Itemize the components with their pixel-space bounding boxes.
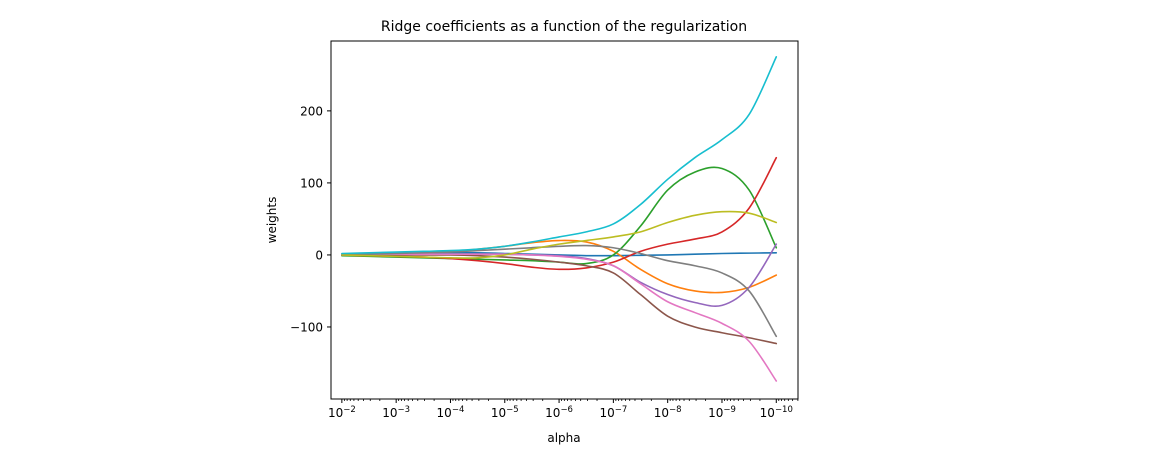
- x-tick-label: 10−8: [654, 405, 682, 420]
- series-layer: [341, 56, 778, 382]
- x-tick-label: 10−5: [491, 405, 519, 420]
- y-tick-label: 200: [300, 104, 323, 118]
- series-line-5: [341, 254, 778, 345]
- x-tick-label: 10−7: [599, 405, 627, 420]
- series-line-6: [341, 253, 778, 382]
- series-line-8: [341, 210, 778, 259]
- series-line-9: [341, 56, 778, 255]
- x-tick-label: 10−9: [708, 405, 736, 420]
- y-tick-label: 100: [300, 176, 323, 190]
- x-tick-label: 10−10: [760, 405, 793, 420]
- axis-layer: 10−2 10−3 10−4 10−5 10−6 10−7 10−8 10−9 10−10 200…: [290, 104, 799, 420]
- x-tick-label: 10−6: [545, 405, 573, 420]
- x-axis-label: alpha: [547, 431, 580, 445]
- chart-title: Ridge coefficients as a function of the …: [381, 19, 747, 35]
- y-axis-label: weights: [265, 197, 279, 244]
- series-line-7: [341, 244, 778, 338]
- y-tick-label: 0: [315, 248, 323, 262]
- x-tick-label: 10−2: [328, 405, 356, 420]
- y-tick-label: −100: [290, 320, 323, 334]
- series-line-1: [341, 239, 778, 294]
- series-line-2: [341, 166, 778, 265]
- x-tick-label: 10−3: [382, 405, 410, 420]
- plot-frame: [330, 40, 799, 400]
- x-tick-label: 10−4: [437, 405, 465, 420]
